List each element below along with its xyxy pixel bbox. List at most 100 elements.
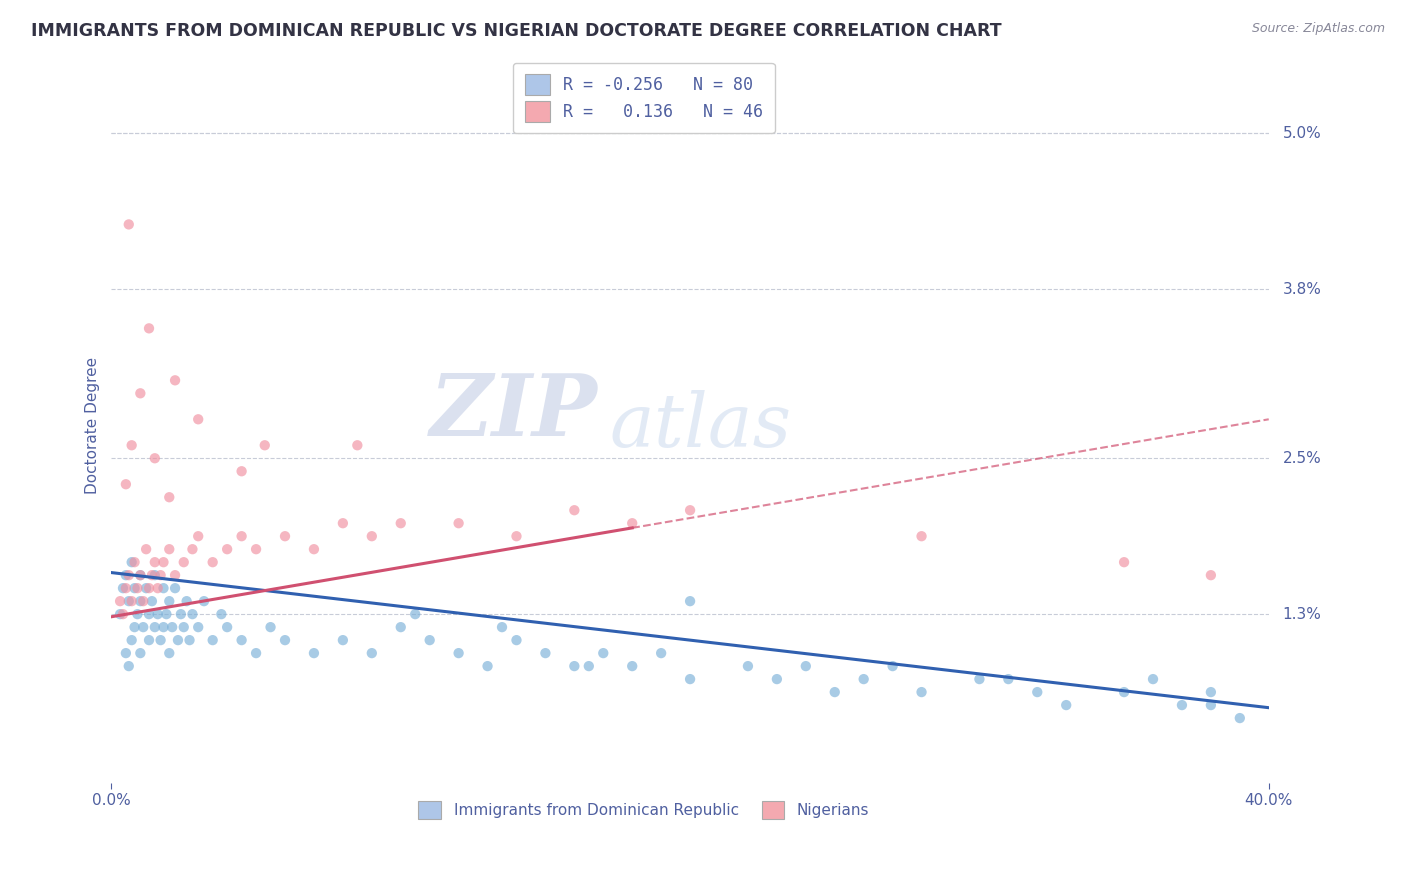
Point bbox=[173, 555, 195, 569]
Point bbox=[389, 516, 412, 531]
Point bbox=[274, 529, 297, 543]
Point bbox=[534, 646, 557, 660]
Point bbox=[108, 607, 131, 622]
Point bbox=[146, 581, 169, 595]
Point bbox=[149, 568, 172, 582]
Point bbox=[1199, 568, 1222, 582]
Point bbox=[121, 633, 143, 648]
Point bbox=[115, 581, 138, 595]
Point bbox=[679, 672, 702, 686]
Legend: Immigrants from Dominican Republic, Nigerians: Immigrants from Dominican Republic, Nige… bbox=[412, 795, 876, 825]
Point bbox=[578, 659, 600, 673]
Point bbox=[138, 321, 160, 335]
Point bbox=[679, 503, 702, 517]
Point bbox=[157, 594, 180, 608]
Point bbox=[969, 672, 991, 686]
Point bbox=[129, 568, 152, 582]
Point bbox=[621, 659, 644, 673]
Point bbox=[181, 607, 204, 622]
Point bbox=[135, 581, 157, 595]
Point bbox=[129, 386, 152, 401]
Point bbox=[179, 633, 201, 648]
Y-axis label: Doctorate Degree: Doctorate Degree bbox=[86, 357, 100, 494]
Point bbox=[167, 633, 190, 648]
Point bbox=[209, 607, 232, 622]
Point bbox=[259, 620, 281, 634]
Point bbox=[346, 438, 368, 452]
Point bbox=[562, 503, 585, 517]
Point bbox=[1026, 685, 1049, 699]
Point bbox=[621, 516, 644, 531]
Point bbox=[794, 659, 817, 673]
Point bbox=[141, 594, 163, 608]
Point bbox=[332, 516, 354, 531]
Point bbox=[882, 659, 904, 673]
Point bbox=[118, 594, 141, 608]
Point bbox=[404, 607, 426, 622]
Point bbox=[274, 633, 297, 648]
Text: atlas: atlas bbox=[609, 390, 792, 462]
Point bbox=[360, 646, 382, 660]
Point bbox=[127, 607, 149, 622]
Point bbox=[118, 659, 141, 673]
Point bbox=[419, 633, 441, 648]
Point bbox=[1199, 698, 1222, 712]
Text: 5.0%: 5.0% bbox=[1282, 126, 1322, 141]
Point bbox=[129, 568, 152, 582]
Point bbox=[157, 490, 180, 504]
Point bbox=[477, 659, 499, 673]
Text: Source: ZipAtlas.com: Source: ZipAtlas.com bbox=[1251, 22, 1385, 36]
Text: ZIP: ZIP bbox=[430, 370, 598, 453]
Point bbox=[187, 412, 209, 426]
Point bbox=[124, 581, 146, 595]
Point bbox=[118, 568, 141, 582]
Point bbox=[111, 581, 134, 595]
Point bbox=[231, 464, 253, 478]
Point bbox=[1171, 698, 1194, 712]
Point bbox=[135, 542, 157, 557]
Point bbox=[650, 646, 672, 660]
Point bbox=[143, 568, 166, 582]
Point bbox=[1054, 698, 1077, 712]
Point bbox=[152, 620, 174, 634]
Point bbox=[155, 607, 177, 622]
Point bbox=[108, 594, 131, 608]
Point bbox=[332, 633, 354, 648]
Point bbox=[824, 685, 846, 699]
Point bbox=[217, 620, 239, 634]
Point bbox=[165, 568, 187, 582]
Point bbox=[447, 646, 470, 660]
Point bbox=[143, 620, 166, 634]
Point bbox=[592, 646, 614, 660]
Point bbox=[231, 633, 253, 648]
Point bbox=[121, 438, 143, 452]
Point bbox=[231, 529, 253, 543]
Point bbox=[149, 633, 172, 648]
Point bbox=[360, 529, 382, 543]
Point bbox=[1112, 685, 1135, 699]
Point bbox=[129, 594, 152, 608]
Point bbox=[505, 633, 527, 648]
Text: 3.8%: 3.8% bbox=[1282, 282, 1322, 297]
Point bbox=[737, 659, 759, 673]
Point bbox=[201, 555, 224, 569]
Point bbox=[1112, 555, 1135, 569]
Point bbox=[118, 218, 141, 232]
Point bbox=[491, 620, 513, 634]
Point bbox=[187, 620, 209, 634]
Point bbox=[910, 529, 932, 543]
Point bbox=[176, 594, 198, 608]
Point bbox=[245, 646, 267, 660]
Point bbox=[157, 542, 180, 557]
Point bbox=[146, 607, 169, 622]
Point bbox=[141, 568, 163, 582]
Point bbox=[170, 607, 193, 622]
Point bbox=[157, 646, 180, 660]
Point bbox=[115, 568, 138, 582]
Point bbox=[217, 542, 239, 557]
Point bbox=[143, 451, 166, 466]
Point bbox=[852, 672, 875, 686]
Point bbox=[193, 594, 215, 608]
Point bbox=[165, 581, 187, 595]
Point bbox=[173, 620, 195, 634]
